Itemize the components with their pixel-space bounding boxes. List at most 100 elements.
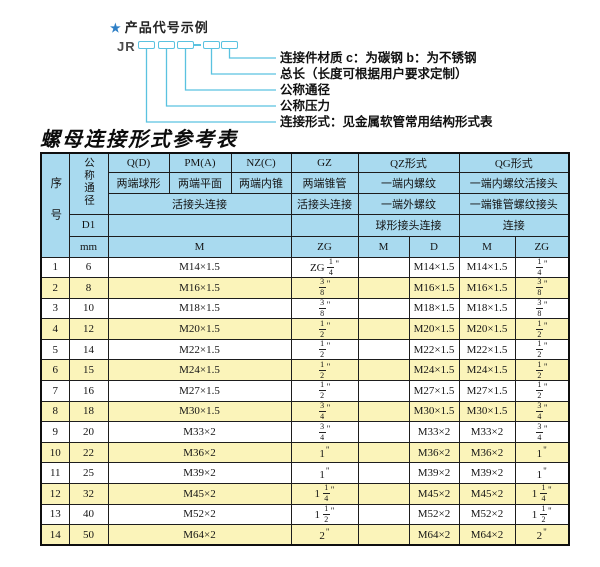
cell-no: 9 (40, 421, 70, 443)
cell-m: M39×2 (107, 462, 292, 485)
cell-qg-m: M22×1.5 (458, 338, 516, 361)
col-header-qg: QG形式 (458, 152, 570, 173)
table-body: 1 6 M14×1.5 ZG 1 4 " M14×1.5 M14×1.5 1 4 " 2 8 M16×1.… (40, 256, 570, 546)
gz-union-joint: 活接头连接 (290, 192, 359, 215)
cell-dn: 40 (68, 503, 109, 526)
table-row: 2 8 M16×1.5 3 8 " M16×1.5 M16×1.5 3 8 " (40, 277, 570, 299)
label-total-length: 总长（长度可根据用户要求定制） (280, 67, 468, 81)
cell-zg: ZG 1 4 " (290, 256, 359, 279)
cell-qg-zg: 1 1 4 " (514, 483, 570, 505)
cell-zg: 1 2 " (290, 318, 359, 340)
cell-qg-zg: 1 2 " (514, 359, 570, 382)
label-connection-form: 连接形式：见金属软管常用结构形式表 (280, 115, 493, 129)
cell-dn: 16 (68, 380, 109, 402)
cell-qz-m (357, 380, 410, 402)
table-row: 3 10 M18×1.5 3 8 " M18×1.5 M18×1.5 3 8 " (40, 297, 570, 320)
cell-qz-d: M36×2 (408, 441, 460, 464)
cell-zg: 1 1 4 " (290, 483, 359, 505)
cell-qg-m: M52×2 (458, 503, 516, 526)
col-header-nominal-diameter: 公称通径 (68, 152, 109, 215)
desc-qg-2: 一端锥管螺纹接头 (458, 192, 570, 215)
cell-zg: 3 8 " (290, 277, 359, 299)
cell-qg-m: M24×1.5 (458, 359, 516, 382)
cell-qg-zg: 1 2 " (514, 318, 570, 340)
cell-qg-m: M30×1.5 (458, 400, 516, 423)
cell-no: 13 (40, 503, 70, 526)
diagram-title-text: 产品代号示例 (124, 20, 209, 35)
cell-qz-d: M16×1.5 (408, 277, 460, 299)
cell-qz-m (357, 318, 410, 340)
cell-m: M24×1.5 (107, 359, 292, 382)
star-icon: ★ (110, 21, 122, 35)
cell-qz-d: M64×2 (408, 524, 460, 546)
cell-qz-m (357, 277, 410, 299)
cell-qg-zg: 1" (514, 462, 570, 485)
cell-no: 2 (40, 277, 70, 299)
cell-m: M30×1.5 (107, 400, 292, 423)
qz-d-header: D (408, 235, 460, 258)
cell-qg-m: M18×1.5 (458, 297, 516, 320)
cell-m: M36×2 (107, 441, 292, 464)
cell-dn: 15 (68, 359, 109, 382)
cell-qz-d: M24×1.5 (408, 359, 460, 382)
cell-dn: 12 (68, 318, 109, 340)
empty-cell (290, 213, 359, 237)
cell-qz-d: M30×1.5 (408, 400, 460, 423)
cell-m: M16×1.5 (107, 277, 292, 299)
cell-qg-zg: 1 4 " (514, 256, 570, 279)
qg-m-header: M (458, 235, 516, 258)
cell-qg-zg: 1 1 2 " (514, 503, 570, 526)
label-material: 连接件材质 c：为碳钢 b：为不锈钢 (280, 51, 477, 65)
cell-qz-d: M33×2 (408, 421, 460, 443)
cell-dn: 8 (68, 277, 109, 299)
cell-qz-d: M22×1.5 (408, 338, 460, 361)
cell-zg: 1 2 " (290, 338, 359, 361)
cell-dn: 32 (68, 483, 109, 505)
cell-no: 8 (40, 400, 70, 423)
col-header-index: 序号 (40, 152, 70, 258)
cell-qg-zg: 1 2 " (514, 380, 570, 402)
connector-lines (145, 49, 276, 123)
code-box-5 (221, 41, 238, 49)
cell-qz-d: M20×1.5 (408, 318, 460, 340)
cell-dn: 22 (68, 441, 109, 464)
union-joint-connection: 活接头连接 (107, 192, 292, 215)
cell-zg: 3 4 " (290, 400, 359, 423)
cell-zg: 1" (290, 462, 359, 485)
cell-qz-m (357, 400, 410, 423)
table-title: 螺母连接形式参考表 (40, 129, 238, 151)
cell-m: M27×1.5 (107, 380, 292, 402)
cell-qg-zg: 3 8 " (514, 297, 570, 320)
cell-zg: 3 4 " (290, 421, 359, 443)
cell-zg: 1 2 " (290, 359, 359, 382)
code-dash (194, 44, 201, 46)
qg-zg-header: ZG (514, 235, 570, 258)
cell-m: M52×2 (107, 503, 292, 526)
table-row: 4 12 M20×1.5 1 2 " M20×1.5 M20×1.5 1 2 " (40, 318, 570, 340)
cell-zg: 3 8 " (290, 297, 359, 320)
cell-qz-d: M39×2 (408, 462, 460, 485)
cell-qg-m: M20×1.5 (458, 318, 516, 340)
cell-qz-d: M14×1.5 (408, 256, 460, 279)
desc-qd: 两端球形 (107, 171, 170, 194)
cell-m: M64×2 (107, 524, 292, 546)
mm-header: mm (68, 235, 109, 258)
cell-no: 4 (40, 318, 70, 340)
cell-qg-m: M45×2 (458, 483, 516, 505)
cell-qz-m (357, 421, 410, 443)
cell-qz-m (357, 503, 410, 526)
code-box-2 (158, 41, 175, 49)
table-row: 9 20 M33×2 3 4 " M33×2 M33×2 3 4 " (40, 421, 570, 443)
cell-qg-zg: 3 8 " (514, 277, 570, 299)
desc-nz: 两端内锥 (230, 171, 292, 194)
desc-qz-1: 一端内螺纹 (357, 171, 460, 194)
cell-m: M20×1.5 (107, 318, 292, 340)
cell-dn: 25 (68, 462, 109, 485)
cell-m: M22×1.5 (107, 338, 292, 361)
cell-qg-zg: 2" (514, 524, 570, 546)
cell-no: 12 (40, 483, 70, 505)
cell-qz-m (357, 359, 410, 382)
col-header-gz: GZ (290, 152, 359, 173)
cell-zg: 1 2 " (290, 380, 359, 402)
cell-qg-zg: 3 4 " (514, 421, 570, 443)
